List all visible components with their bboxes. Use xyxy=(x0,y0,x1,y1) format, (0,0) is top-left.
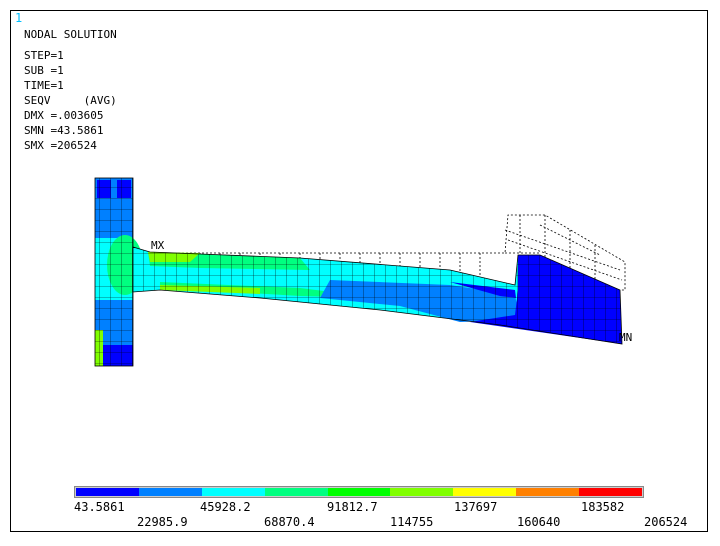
legend-label: 137697 xyxy=(454,500,498,514)
legend-swatch-2 xyxy=(201,488,265,496)
legend-swatch-8 xyxy=(579,488,643,496)
seqv-line: SEQV (AVG) xyxy=(24,94,117,107)
window-number: 1 xyxy=(15,11,23,25)
legend-label: 22985.9 xyxy=(137,515,188,529)
legend-label: 206524 xyxy=(644,515,688,529)
legend-swatch-1 xyxy=(138,488,202,496)
solution-title: NODAL SOLUTION xyxy=(24,28,117,41)
color-legend xyxy=(74,486,644,498)
legend-label: 45928.2 xyxy=(200,500,251,514)
legend-label: 114755 xyxy=(390,515,434,529)
legend-label: 183582 xyxy=(581,500,625,514)
max-marker: MX xyxy=(151,239,165,252)
legend-label: 160640 xyxy=(517,515,561,529)
sub-line: SUB =1 xyxy=(24,64,64,77)
smn-line: SMN =43.5861 xyxy=(24,124,104,137)
smx-line: SMX =206524 xyxy=(24,139,97,152)
flange xyxy=(94,177,143,367)
legend-label: 68870.4 xyxy=(264,515,315,529)
solution-info: NODAL SOLUTION STEP=1 SUB =1 TIME=1 SEQV… xyxy=(24,27,117,153)
beam xyxy=(132,246,623,345)
legend-swatch-6 xyxy=(453,488,517,496)
time-line: TIME=1 xyxy=(24,79,64,92)
legend-label: 43.5861 xyxy=(74,500,125,514)
min-marker: MN xyxy=(619,331,633,344)
legend-swatch-7 xyxy=(516,488,580,496)
dmx-line: DMX =.003605 xyxy=(24,109,104,122)
legend-swatch-0 xyxy=(76,488,139,496)
legend-swatch-5 xyxy=(390,488,454,496)
legend-swatch-3 xyxy=(264,488,328,496)
legend-swatch-4 xyxy=(327,488,391,496)
step-line: STEP=1 xyxy=(24,49,64,62)
legend-label: 91812.7 xyxy=(327,500,378,514)
